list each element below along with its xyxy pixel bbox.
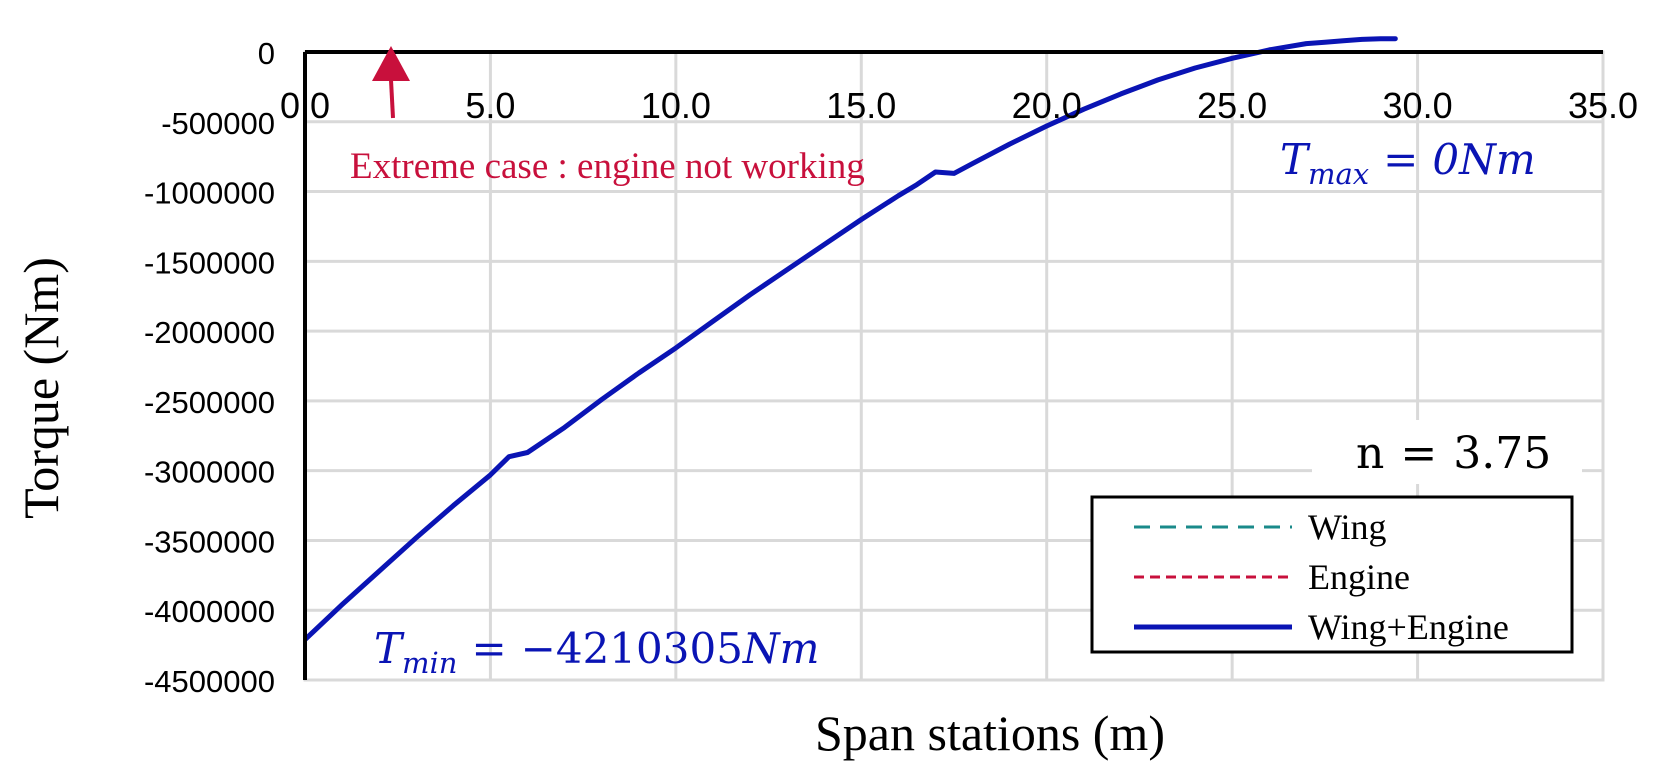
legend-label-engine: Engine [1308,557,1410,597]
t-min-value: −4210305 [521,624,743,673]
horizontal-gridlines [305,120,1603,612]
t-max-symbol: T [1280,135,1311,184]
x-tick-label: 5.0 [465,85,515,126]
y-tick-label: -4000000 [144,594,275,629]
x-tick-label: 35.0 [1568,85,1638,126]
y-tick-label: -1500000 [144,245,275,280]
t-min-unit: Nm [742,624,820,673]
t-max-subscript: max [1308,157,1369,191]
load-factor-label: n = 3.75 [1356,428,1551,479]
t-min-symbol: T [374,624,405,673]
legend-label-wing-engine: Wing+Engine [1308,607,1509,647]
load-factor-value: 3.75 [1453,428,1551,479]
load-factor-variable: n [1356,428,1384,479]
t-min-relation: = [471,624,506,673]
t-min-label: Tmin = −4210305Nm [374,624,820,680]
y-tick-label: -4500000 [144,664,275,699]
y-tick-label: -2000000 [144,315,275,350]
y-tick-label: -500000 [161,106,275,141]
y-tick-label: -3000000 [144,455,275,490]
y-tick-label: -3500000 [144,524,275,559]
y-tick-label: 0 [258,36,275,71]
x-tick-labels: 0.0 5.0 10.0 15.0 20.0 25.0 30.0 35.0 [280,85,1638,126]
t-min-subscript: min [402,646,457,680]
load-factor-relation: = [1400,428,1437,479]
y-tick-label: -2500000 [144,385,275,420]
engine-arrow-icon [372,46,410,119]
x-tick-label: 15.0 [826,85,896,126]
y-tick-label: -1000000 [144,176,275,211]
x-tick-label: 25.0 [1197,85,1267,126]
x-axis-title: Span stations (m) [815,705,1165,761]
x-tick-label: 0.0 [280,85,330,126]
t-max-label: Tmax = 0Nm [1280,135,1536,191]
engine-note: Extreme case : engine not working [350,146,865,187]
t-max-unit: Nm [1458,135,1536,184]
x-tick-label: 20.0 [1012,85,1082,126]
legend-label-wing: Wing [1308,507,1387,547]
y-tick-labels: 0 -500000 -1000000 -1500000 -2000000 -2500000… [144,36,275,699]
x-tick-label: 30.0 [1383,85,1453,126]
x-tick-label: 10.0 [641,85,711,126]
t-max-relation: = [1383,135,1418,184]
series-line-wing-engine [305,36,1398,643]
load-factor-background [1312,420,1582,484]
y-axis-title: Torque (Nm) [13,257,69,519]
t-max-value: 0 [1432,135,1459,184]
legend: Wing Engine Wing+Engine [1090,495,1574,654]
